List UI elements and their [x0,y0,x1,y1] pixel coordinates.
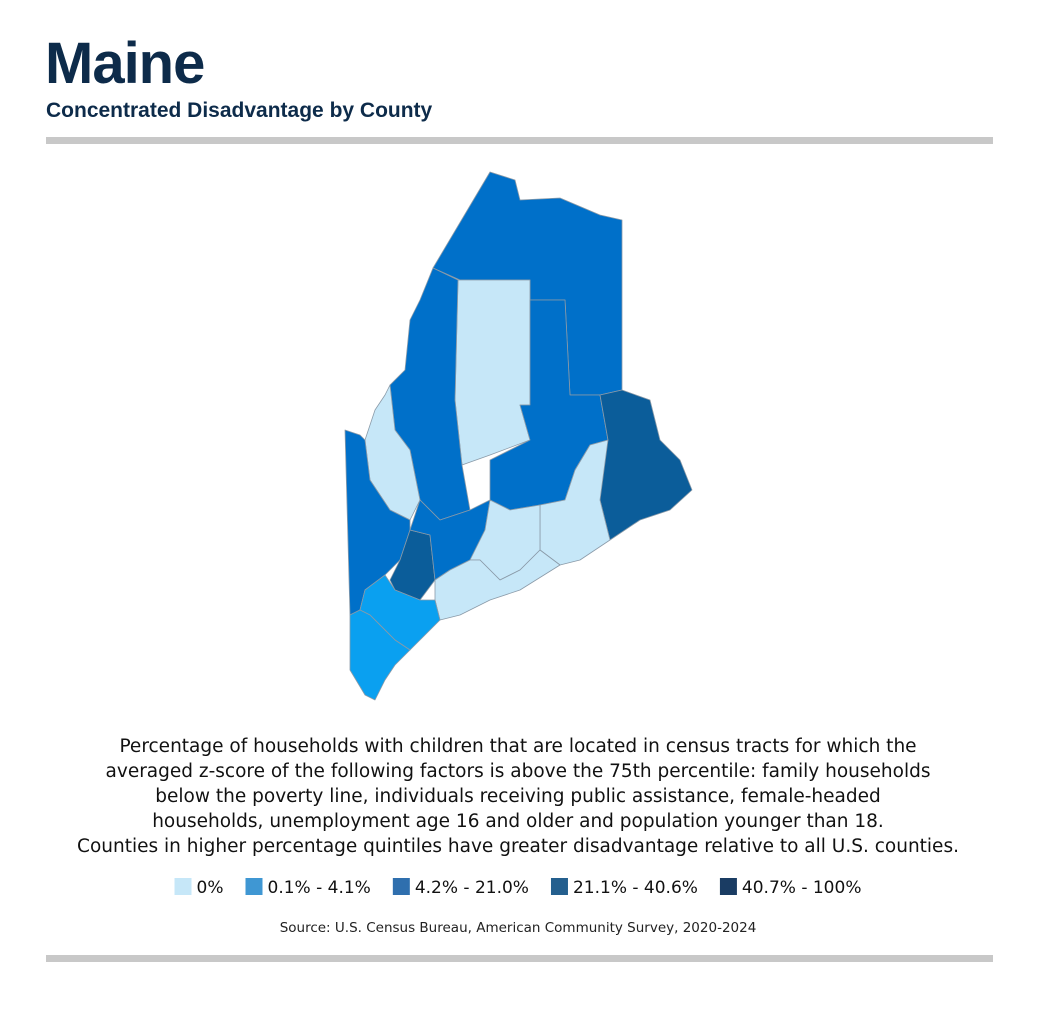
legend-swatch [245,878,263,895]
county [454,279,531,466]
legend-item: 40.7% - 100% [719,878,862,898]
description-line: Percentage of households with children t… [119,736,916,757]
county [349,609,411,701]
top-rule [46,137,993,144]
legend-label: 40.7% - 100% [742,878,862,898]
legend: 0% 0.1% - 4.1% 4.2% - 21.0% 21.1% - 40.6% 40… [174,878,862,898]
legend-item: 4.2% - 21.0% [392,878,529,898]
legend-label: 0% [197,878,224,898]
legend-label: 0.1% - 4.1% [268,878,371,898]
title: Maine [45,31,204,96]
description-line: averaged z-score of the following factor… [106,761,931,782]
description-line: Counties in higher percentage quintiles … [77,836,959,857]
subtitle: Concentrated Disadvantage by County [46,99,433,122]
description-line: below the poverty line, individuals rece… [155,786,880,807]
map [344,171,693,701]
description: Percentage of households with children t… [77,736,959,857]
legend-label: 21.1% - 40.6% [573,878,698,898]
legend-label: 4.2% - 21.0% [415,878,529,898]
county [597,389,693,541]
source: Source: U.S. Census Bureau, American Com… [280,920,757,936]
legend-item: 21.1% - 40.6% [550,878,698,898]
legend-swatch [550,878,568,895]
legend-item: 0% [174,878,224,898]
legend-swatch [392,878,410,895]
legend-swatch [719,878,737,895]
bottom-rule [46,955,993,962]
legend-item: 0.1% - 4.1% [245,878,371,898]
description-line: households, unemployment age 16 and olde… [152,811,884,832]
legend-swatch [174,878,192,895]
